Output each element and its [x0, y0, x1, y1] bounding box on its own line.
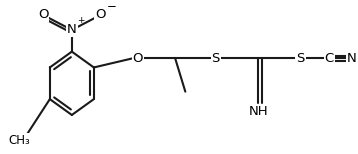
Text: S: S [212, 52, 220, 65]
Text: CH₃: CH₃ [9, 134, 30, 147]
Text: O: O [38, 8, 48, 21]
Text: S: S [296, 52, 305, 65]
Text: O: O [95, 8, 106, 21]
Text: O: O [133, 52, 143, 65]
Text: C: C [325, 52, 334, 65]
Text: −: − [107, 0, 116, 13]
Text: NH: NH [248, 105, 268, 118]
Text: +: + [78, 16, 85, 25]
Text: N: N [347, 52, 356, 65]
Text: N: N [67, 23, 77, 36]
